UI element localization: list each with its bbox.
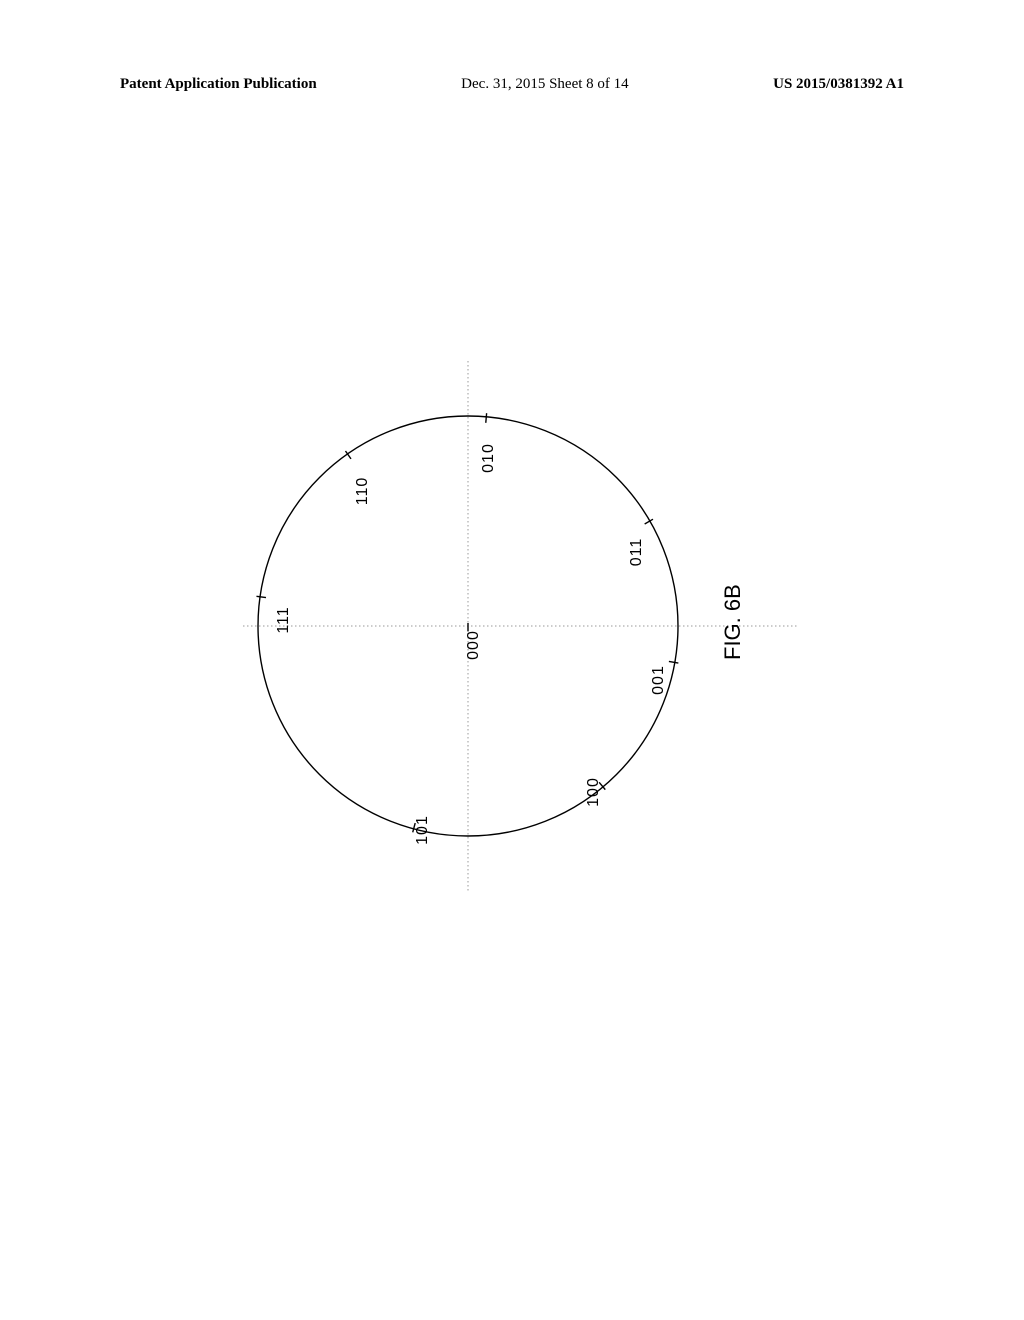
figure-caption: FIG. 6B: [720, 584, 746, 660]
page-header: Patent Application Publication Dec. 31, …: [0, 76, 1024, 93]
point-label-001: 001: [650, 665, 668, 695]
header-center: Dec. 31, 2015 Sheet 8 of 14: [461, 76, 628, 93]
page-root: Patent Application Publication Dec. 31, …: [0, 0, 1024, 1320]
header-left: Patent Application Publication: [120, 76, 317, 93]
point-label-101: 101: [414, 815, 432, 845]
header-right: US 2015/0381392 A1: [773, 76, 904, 93]
point-label-100: 100: [585, 777, 603, 807]
point-label-111: 111: [275, 607, 293, 634]
point-label-110: 110: [354, 477, 372, 506]
point-label-010: 010: [480, 443, 498, 473]
point-label-011: 011: [628, 538, 646, 567]
point-label-000: 000: [465, 630, 483, 660]
